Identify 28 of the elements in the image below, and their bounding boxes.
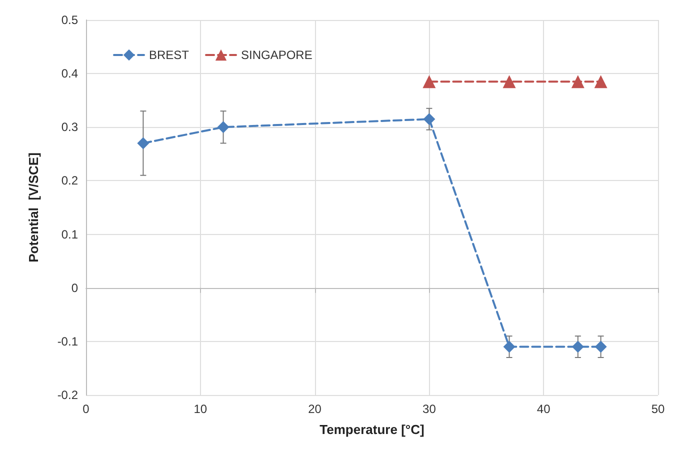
point [503, 340, 516, 353]
point [137, 137, 150, 150]
x-tick-label: 0 [82, 402, 90, 416]
y-tick-label: 0.4 [61, 66, 78, 81]
x-tick-label: 40 [536, 402, 551, 416]
x-tick-label: 10 [194, 402, 208, 416]
y-tick-label: -0.1 [57, 334, 78, 348]
y-axis-title: Potential [V/SCE] [26, 152, 41, 262]
x-tick-label: 50 [651, 402, 665, 416]
x-tick-label: 20 [308, 402, 322, 416]
legend-label: SINGAPORE [241, 48, 312, 62]
point [572, 340, 584, 353]
y-tick-label: 0.2 [61, 174, 78, 188]
y-tick-label: 0.1 [61, 227, 78, 242]
legend-label: BREST [149, 48, 190, 62]
point [594, 340, 607, 353]
y-tick-label: 0 [71, 280, 78, 295]
y-tick-label: 0.3 [61, 120, 78, 134]
point [423, 113, 436, 126]
point [502, 75, 516, 88]
point [217, 121, 230, 134]
point [571, 75, 584, 88]
y-tick-label: 0.5 [61, 13, 78, 27]
y-tick-label: -0.2 [57, 388, 78, 402]
point [594, 75, 608, 88]
x-axis-title: Temperature [°C] [320, 422, 424, 437]
x-tick-label: 30 [422, 402, 436, 416]
point [422, 75, 436, 88]
